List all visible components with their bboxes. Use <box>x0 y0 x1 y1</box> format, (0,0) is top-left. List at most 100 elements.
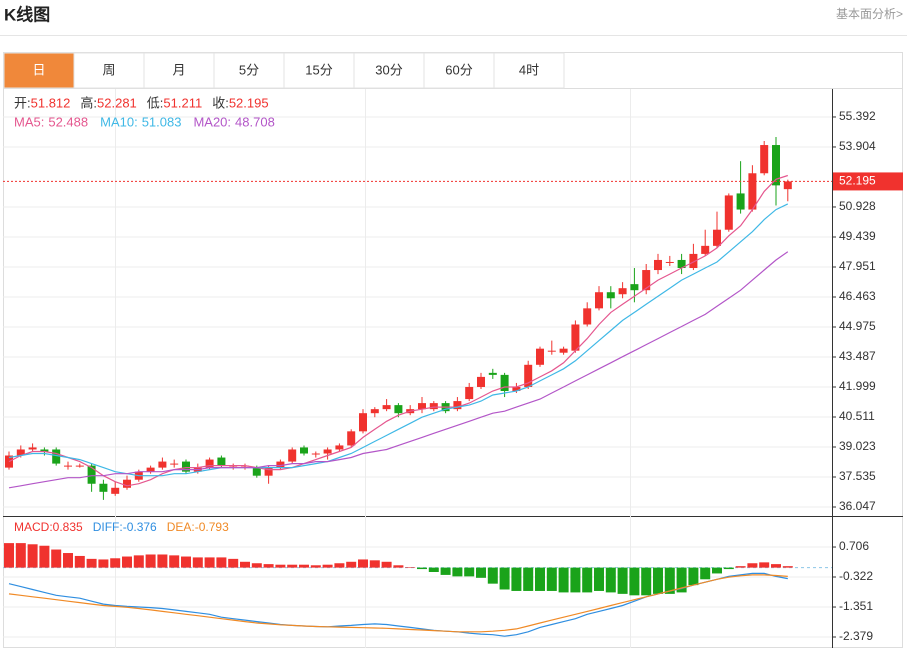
tab[interactable] <box>143 52 215 89</box>
macd-bar <box>63 553 73 568</box>
y-tick-label: 47.951 <box>839 259 876 273</box>
candle-body <box>736 193 745 210</box>
tab[interactable] <box>283 52 355 89</box>
macd-bar <box>27 544 38 568</box>
candle-body <box>52 449 61 464</box>
macd-bar <box>487 567 498 584</box>
macd-bar <box>74 555 85 568</box>
macd-bar <box>192 557 203 568</box>
macd-bar <box>181 556 191 568</box>
candle-body <box>606 292 615 299</box>
candle-body <box>477 376 485 387</box>
candle-body <box>465 386 474 400</box>
tab[interactable] <box>73 52 145 89</box>
y-tick-label: 36.047 <box>839 499 876 513</box>
candle-body <box>677 259 686 269</box>
candle-body <box>170 463 179 465</box>
quote-value: 52.195 <box>229 95 269 110</box>
macd-bar <box>216 557 227 568</box>
candle-body <box>347 431 356 446</box>
candle-body <box>252 467 261 476</box>
analysis-link[interactable]: 基本面分析> <box>836 7 903 21</box>
candle-body <box>630 284 639 291</box>
tab-label[interactable]: 日 <box>32 62 45 77</box>
macd-bar <box>287 564 298 568</box>
macd-bar <box>169 555 180 568</box>
legend-value: 48.708 <box>235 114 275 129</box>
candle-body <box>40 449 49 452</box>
tab-label[interactable]: 月 <box>172 62 185 77</box>
tab-label[interactable]: 30分 <box>375 62 402 77</box>
last-price-box <box>833 172 903 191</box>
legend-label: MA10: <box>100 114 138 129</box>
y-tick-label: 49.439 <box>839 229 876 243</box>
candle-body <box>300 447 308 454</box>
macd-bar <box>582 567 593 593</box>
candle-body <box>382 405 391 410</box>
quote-value: 51.211 <box>163 95 202 110</box>
macd-bar <box>145 554 156 568</box>
macd-bar <box>782 566 793 568</box>
candle-body <box>182 461 190 472</box>
tab-label[interactable]: 15分 <box>305 62 332 77</box>
quote-label: 高: <box>80 95 97 110</box>
macd-bar <box>452 567 463 577</box>
candle-body <box>536 348 544 365</box>
tab-label[interactable]: 5分 <box>239 62 259 77</box>
candle-body <box>689 253 698 269</box>
y-tick-label: 53.904 <box>839 139 876 153</box>
macd-bar <box>322 564 333 568</box>
macd-bar <box>428 567 439 572</box>
candle-body <box>205 459 214 468</box>
tab-label[interactable]: 4时 <box>519 62 539 77</box>
candle-body <box>500 374 509 392</box>
macd-bar <box>157 554 168 568</box>
candle-body <box>665 261 674 263</box>
candle-body <box>64 465 72 467</box>
ma-line <box>8 174 788 487</box>
macd-bar <box>747 563 758 568</box>
candle-body <box>748 173 757 210</box>
tab-label[interactable]: 周 <box>102 62 115 77</box>
macd-bar <box>499 567 510 590</box>
candle-body <box>724 195 733 230</box>
legend-label: MA20: <box>193 114 231 129</box>
macd-bar <box>275 564 286 568</box>
macd-bar <box>688 567 699 586</box>
candle-body <box>158 461 167 468</box>
macd-bar <box>723 567 734 570</box>
candle-body <box>335 445 344 450</box>
macd-bar <box>358 559 368 568</box>
y-tick-label: 43.487 <box>839 349 876 363</box>
macd-bar <box>535 567 545 591</box>
y-tick-label: 39.023 <box>839 439 876 453</box>
page-title: K线图 <box>4 4 50 24</box>
candle-body <box>595 292 603 309</box>
macd-bar <box>251 563 262 568</box>
candle-body <box>276 461 285 468</box>
quote-label: 收: <box>212 95 229 110</box>
tab[interactable] <box>493 52 565 89</box>
macd-bar <box>771 564 781 568</box>
candle-body <box>642 270 651 291</box>
candle-body <box>288 449 297 462</box>
macd-bar <box>98 559 109 568</box>
y-tick-label: 40.511 <box>839 409 875 423</box>
macd-bar <box>700 567 711 580</box>
macd-bar <box>417 567 427 570</box>
tab-label[interactable]: 60分 <box>445 62 472 77</box>
candle-body <box>418 403 426 410</box>
candle-body <box>311 453 320 455</box>
candle-body <box>783 181 792 190</box>
macd-bar <box>369 560 380 568</box>
candle-body <box>217 457 226 466</box>
macd-bar <box>570 567 581 593</box>
macd-bar <box>346 561 357 568</box>
candle-body <box>359 413 367 432</box>
candle-body <box>99 483 108 492</box>
legend-label: DIFF: <box>93 520 123 534</box>
candle-body <box>87 465 96 484</box>
macd-bar <box>653 567 663 594</box>
tab[interactable] <box>3 52 75 89</box>
candle-body <box>654 259 662 271</box>
